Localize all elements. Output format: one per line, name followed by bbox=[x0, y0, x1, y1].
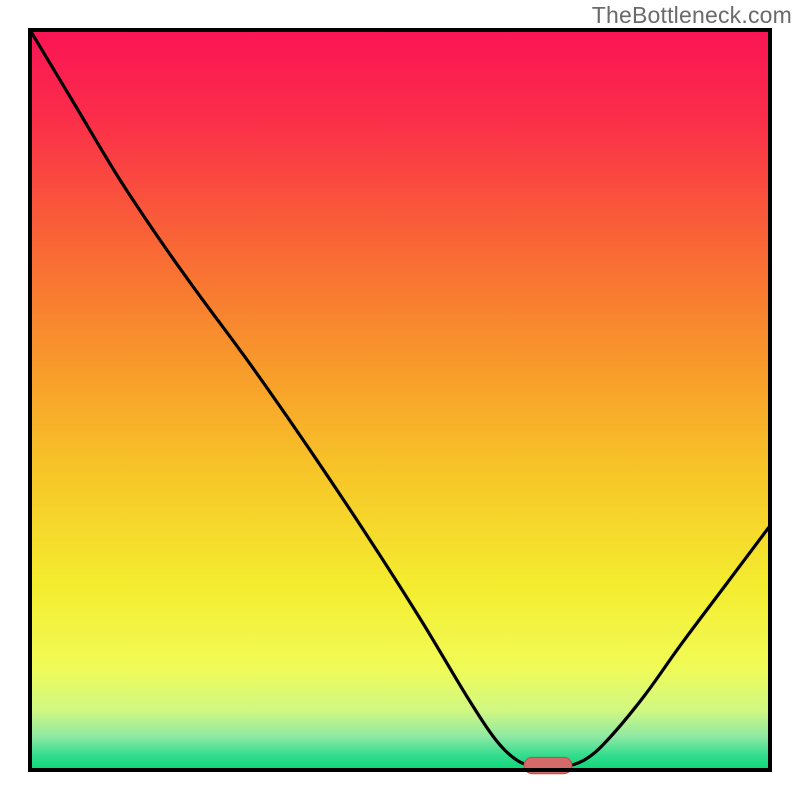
bottleneck-chart bbox=[0, 0, 800, 800]
gradient-background bbox=[30, 30, 770, 770]
watermark-text: TheBottleneck.com bbox=[592, 2, 792, 29]
